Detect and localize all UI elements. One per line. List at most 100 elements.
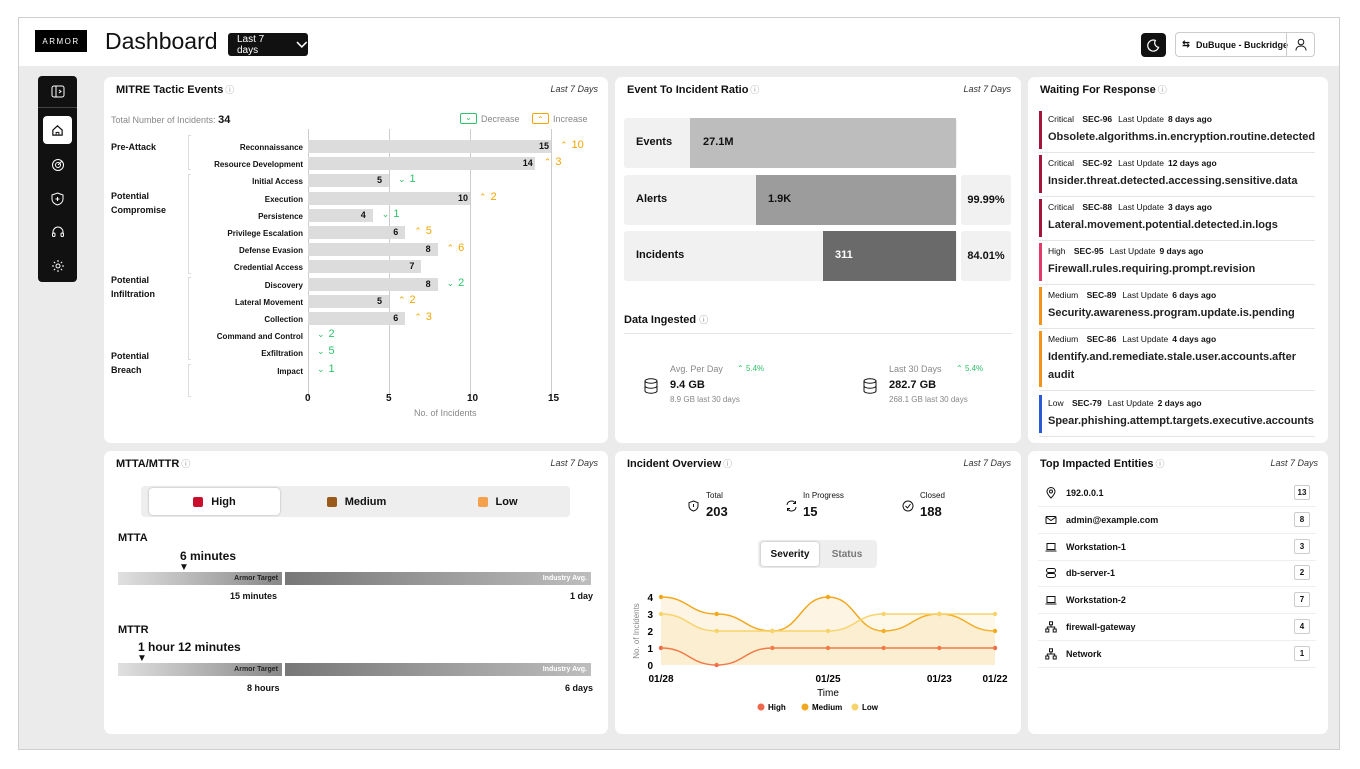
tab-severity[interactable]: Severity — [761, 542, 819, 566]
update-label: Last Update — [1118, 114, 1164, 124]
entity-count: 4 — [1294, 619, 1310, 634]
waiting-item[interactable]: Medium SEC-86 Last Update 4 days ago Identi… — [1039, 331, 1315, 391]
armor-logo[interactable]: ARMOR — [35, 30, 87, 52]
data-point[interactable] — [937, 611, 942, 617]
laptop-icon — [1045, 596, 1057, 605]
tactic-change: ⌄ 2 — [317, 328, 335, 340]
entity-row[interactable]: db-server-1 2 — [1038, 561, 1316, 588]
entity-row[interactable]: Workstation-2 7 — [1038, 588, 1316, 615]
data-point[interactable] — [881, 611, 886, 617]
data-point[interactable] — [714, 611, 719, 617]
entity-row[interactable]: Network 1 — [1038, 642, 1316, 668]
tactic-bar[interactable] — [308, 140, 551, 153]
mttr-target-value: 8 hours — [247, 683, 280, 693]
info-icon[interactable]: ⓘ — [699, 315, 709, 325]
tactic-bar[interactable] — [308, 243, 438, 257]
ratio-value: 311 — [835, 249, 853, 261]
tactic-bar[interactable] — [308, 294, 389, 308]
entity-count: 1 — [1294, 645, 1310, 661]
data-point[interactable] — [825, 594, 831, 600]
waiting-item[interactable]: Critical SEC-88 Last Update 3 days ago Late… — [1039, 199, 1315, 241]
data-point[interactable] — [881, 628, 886, 634]
info-icon[interactable]: ⓘ — [225, 85, 235, 95]
data-point[interactable] — [825, 628, 831, 634]
waiting-item[interactable]: Low SEC-79 Last Update 2 days ago Spear.phi… — [1039, 395, 1315, 437]
entity-row[interactable]: 192.0.0.1 13 — [1038, 481, 1316, 507]
entity-row[interactable]: admin@example.com 8 — [1038, 508, 1316, 534]
ratio-row-incidents: Incidents 311 — [624, 231, 957, 281]
sidebar-collapse-button[interactable] — [38, 76, 77, 108]
y-tick-label: 4 — [647, 593, 653, 604]
ratio-range: Last 7 Days — [963, 84, 1011, 94]
update-ago: 9 days ago — [1159, 246, 1204, 256]
y-tick-label: 3 — [647, 610, 653, 621]
ticket-id: SEC-86 — [1086, 334, 1117, 344]
data-point[interactable] — [992, 645, 998, 651]
info-icon[interactable]: ⓘ — [1157, 85, 1167, 95]
data-point[interactable] — [770, 645, 775, 651]
waiting-item[interactable]: High SEC-95 Last Update 9 days ago Firewall… — [1039, 243, 1315, 285]
info-icon[interactable]: ⓘ — [181, 459, 191, 469]
arrow-up-icon: ⌃ — [479, 191, 487, 202]
sidebar-item-radar[interactable] — [43, 151, 72, 179]
info-icon[interactable]: ⓘ — [723, 459, 733, 469]
tactic-bar[interactable] — [308, 260, 422, 274]
entity-row[interactable]: Workstation-1 3 — [1038, 535, 1316, 561]
severity-stripe — [1039, 331, 1042, 387]
waiting-meta: Critical SEC-88 Last Update 3 days ago — [1048, 202, 1212, 212]
tactic-bar[interactable] — [308, 191, 470, 205]
update-ago: 12 days ago — [1167, 158, 1217, 168]
x-tick-label: 01/25 — [815, 674, 840, 685]
arrow-down-icon: ⌄ — [398, 174, 406, 185]
severity-label: Medium — [1048, 290, 1079, 300]
info-icon[interactable]: ⓘ — [1155, 459, 1165, 469]
tab-medium[interactable]: Medium — [291, 488, 422, 515]
tactic-bar[interactable] — [308, 208, 373, 222]
tab-status[interactable]: Status — [831, 548, 863, 560]
data-point[interactable] — [825, 645, 831, 651]
waiting-text: Identify.and.remediate.stale.user.accoun… — [1048, 351, 1296, 381]
tactic-bar[interactable] — [308, 226, 406, 239]
tenant-switcher[interactable]: ⇆ DuBuque - Buckridge — [1175, 32, 1315, 57]
mtta-industry-bar: Industry Avg. — [285, 572, 591, 585]
data-point[interactable] — [770, 628, 775, 634]
waiting-item[interactable]: Critical SEC-92 Last Update 12 days ago Ins… — [1039, 155, 1315, 197]
tactic-label: Defense Evasion — [238, 246, 303, 256]
tactic-bar[interactable] — [308, 312, 406, 325]
data-point[interactable] — [714, 662, 719, 668]
data-point[interactable] — [658, 611, 664, 617]
data-point[interactable] — [881, 645, 886, 651]
entity-row[interactable]: firewall-gateway 4 — [1038, 615, 1316, 641]
tab-low[interactable]: Low — [432, 488, 563, 515]
tactic-change: ⌃ 3 — [414, 311, 432, 323]
data-point[interactable] — [714, 628, 719, 634]
arrow-down-icon: ⌄ — [317, 346, 325, 357]
overview-range: Last 7 Days — [963, 458, 1011, 468]
tab-high[interactable]: High — [149, 488, 280, 515]
data-point[interactable] — [992, 611, 998, 617]
user-icon[interactable] — [1286, 33, 1314, 56]
info-icon[interactable]: ⓘ — [750, 85, 760, 95]
tactic-label: Collection — [264, 315, 303, 324]
sidebar-item-settings[interactable] — [43, 252, 72, 280]
sidebar-item-home[interactable] — [43, 116, 72, 144]
data-point[interactable] — [992, 628, 998, 634]
waiting-item[interactable]: Critical SEC-96 Last Update 8 days ago Obso… — [1039, 111, 1315, 153]
waiting-item[interactable]: Medium SEC-89 Last Update 6 days ago Securi… — [1039, 287, 1315, 329]
tactic-bar[interactable] — [308, 277, 438, 291]
date-range-dropdown[interactable]: Last 7 days — [228, 33, 308, 56]
tactic-bar[interactable] — [308, 174, 389, 188]
gear-icon — [51, 260, 64, 272]
tactic-bar[interactable] — [308, 157, 535, 171]
sidebar-item-security[interactable] — [43, 185, 72, 213]
waiting-text: Lateral.movement.potential.detected.in.l… — [1048, 219, 1278, 231]
x-axis-label: Time — [817, 688, 839, 699]
sidebar-item-support[interactable] — [43, 218, 72, 246]
total-incidents: Total Number of Incidents: 34 — [111, 114, 231, 126]
tactic-label: Privilege Escalation — [227, 229, 303, 238]
data-point[interactable] — [658, 594, 664, 600]
theme-toggle-button[interactable] — [1141, 33, 1166, 57]
entity-name: firewall-gateway — [1066, 622, 1136, 632]
data-point[interactable] — [937, 645, 942, 651]
data-point[interactable] — [658, 645, 664, 651]
